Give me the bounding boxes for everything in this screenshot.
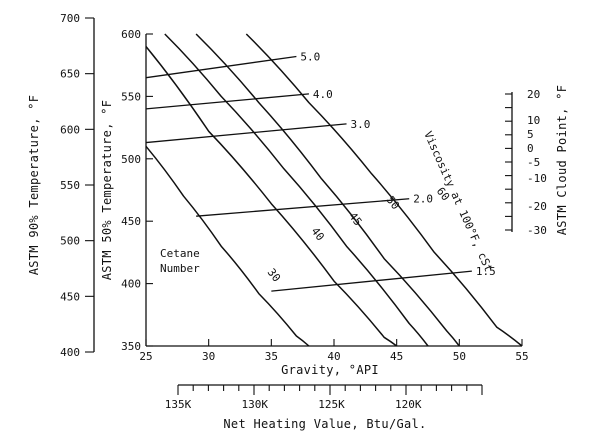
cloud-tick-label: 20 [527, 88, 540, 101]
cloud-tick-label: -5 [527, 156, 540, 169]
viscosity-line-4.0 [145, 93, 309, 110]
astm50-tick-label: 500 [121, 153, 141, 166]
cloud-tick-label: 5 [527, 128, 534, 141]
cloud-tick-label: 10 [527, 114, 540, 127]
gravity-tick-label: 45 [390, 350, 403, 363]
astm90-tick-label: 450 [60, 290, 80, 303]
astm50-tick-label: 350 [121, 340, 141, 353]
cloud-tick-label: 0 [527, 142, 534, 155]
gravity-tick-label: 35 [265, 350, 278, 363]
astm50-tick-label: 400 [121, 278, 141, 291]
cetane-label-line2: Number [160, 262, 200, 275]
astm90-axis: 400 450 500 550 600 650 700 ASTM 90% Temperatu… [27, 12, 95, 359]
viscosity-line-label: 5.0 [300, 50, 320, 63]
astm50-axis-label: ASTM 50% Temperature, °F [100, 100, 114, 281]
heating-ticks: 135K 130K 125K 120K [165, 385, 483, 411]
cloud-axis-label: ASTM Cloud Point, °F [555, 85, 569, 236]
gravity-axis-label: Gravity, °API [281, 363, 379, 377]
gravity-tick-label: 30 [202, 350, 215, 363]
gravity-ticks: 25 30 35 40 45 50 55 [139, 339, 529, 363]
cetane-curve-60 [245, 33, 523, 347]
cloud-tick-label: -30 [527, 224, 547, 237]
astm90-tick-label: 700 [60, 12, 80, 25]
cloud-tick-label: -10 [527, 172, 547, 185]
gravity-axis: 25 30 35 40 45 50 55 Gravity, °API [139, 339, 529, 377]
cetane-curve-label: 30 [265, 266, 283, 284]
astm90-tick-label: 500 [60, 235, 80, 248]
cetane-curve-label: 50 [384, 194, 402, 212]
cetane-curve-40 [145, 46, 398, 347]
viscosity-line-1.5 [271, 270, 472, 292]
viscosity-line-5.0 [145, 55, 297, 79]
cetane-label-line1: Cetane [160, 247, 200, 260]
heating-tick-label: 120K [395, 398, 422, 411]
cloud-tick-label: -20 [527, 200, 547, 213]
viscosity-line-label: 4.0 [313, 88, 333, 101]
astm50-ticks: 350 400 450 500 550 600 [121, 28, 153, 353]
heating-tick-label: 125K [318, 398, 345, 411]
gravity-tick-label: 40 [327, 350, 340, 363]
gravity-tick-label: 50 [453, 350, 466, 363]
astm90-axis-label: ASTM 90% Temperature, °F [27, 95, 41, 276]
astm50-tick-label: 450 [121, 215, 141, 228]
viscosity-lines: 5.0 4.0 3.0 2.0 1.5 [145, 50, 496, 292]
astm90-tick-label: 550 [60, 179, 80, 192]
heating-axis: 135K 130K 125K 120K Net Heating Value, Btu/… [165, 384, 483, 431]
viscosity-line-label: 3.0 [351, 118, 371, 131]
cetane-curve-50 [195, 33, 460, 347]
cetane-curve-label: 40 [308, 225, 326, 243]
astm50-tick-label: 600 [121, 28, 141, 41]
heating-axis-label: Net Heating Value, Btu/Gal. [223, 417, 426, 431]
astm90-tick-label: 650 [60, 68, 80, 81]
astm90-ticks: 400 450 500 550 600 650 700 [60, 12, 94, 359]
astm90-tick-label: 600 [60, 123, 80, 136]
cetane-curve-30 [145, 145, 310, 347]
viscosity-line-label: 1.5 [476, 265, 496, 278]
astm50-axis: 350 400 450 500 550 600 ASTM 50% Temperature,… [100, 28, 153, 353]
cetane-curve-label: 60 [434, 185, 452, 203]
astm50-tick-label: 550 [121, 90, 141, 103]
heating-tick-label: 130K [242, 398, 269, 411]
viscosity-line-label: 2.0 [413, 193, 433, 206]
heating-tick-label: 135K [165, 398, 192, 411]
gravity-tick-label: 25 [139, 350, 152, 363]
cetane-curve-45 [164, 33, 429, 347]
astm90-tick-label: 400 [60, 346, 80, 359]
gravity-tick-label: 55 [515, 350, 528, 363]
viscosity-line-2.0 [196, 198, 410, 217]
viscosity-line-3.0 [145, 123, 347, 144]
